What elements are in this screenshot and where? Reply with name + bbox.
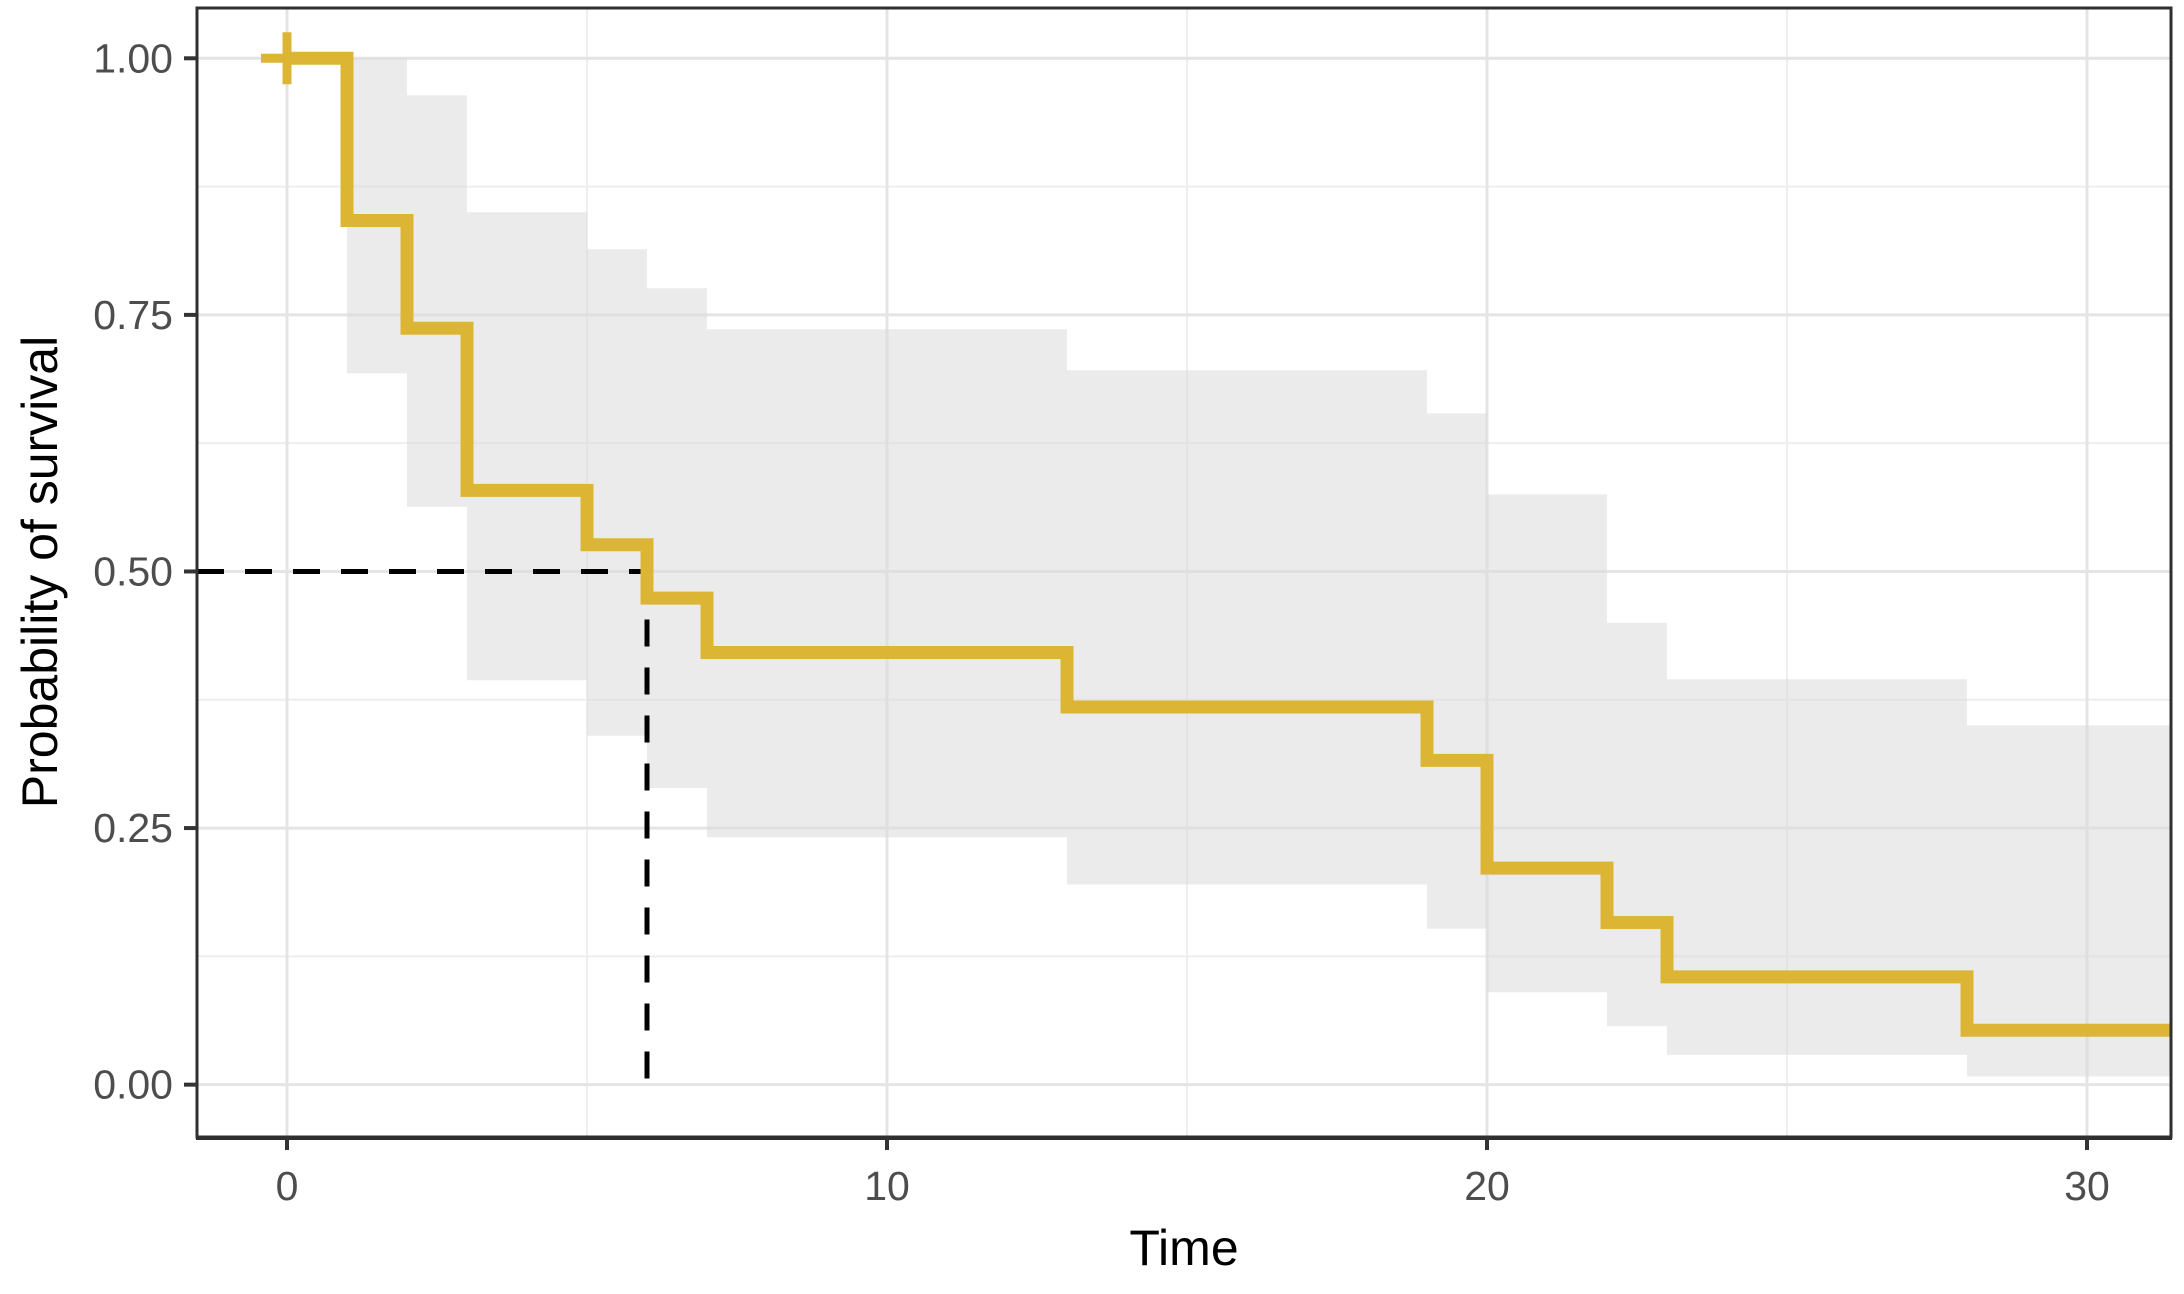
censor-plus-mark bbox=[261, 32, 313, 85]
y-tick-label: 0.50 bbox=[93, 548, 173, 594]
y-tick-label: 0.75 bbox=[93, 292, 173, 338]
x-tick-label: 20 bbox=[1464, 1163, 1510, 1209]
x-axis-title: Time bbox=[1129, 1220, 1239, 1276]
y-axis-title: Probability of survival bbox=[12, 335, 68, 809]
km-survival-curve bbox=[287, 51, 2171, 1037]
x-tick-label: 10 bbox=[864, 1163, 910, 1209]
x-tick-label: 0 bbox=[276, 1163, 299, 1209]
y-tick-label: 0.00 bbox=[93, 1062, 173, 1108]
y-tick-label: 0.25 bbox=[93, 805, 173, 851]
confidence-interval-ribbon bbox=[347, 58, 2171, 1077]
y-tick-label: 1.00 bbox=[93, 35, 173, 81]
x-tick-label: 30 bbox=[2064, 1163, 2110, 1209]
